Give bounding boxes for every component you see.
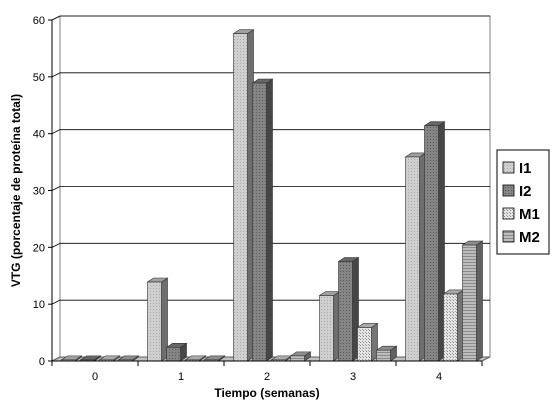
bar-M2-week-2 xyxy=(289,351,312,362)
x-tick-label: 1 xyxy=(178,371,184,383)
bar-I2-week-2 xyxy=(251,78,274,362)
legend-swatch-I2 xyxy=(502,184,515,197)
y-tick-label: 10 xyxy=(33,299,45,311)
bar-M1-week-4 xyxy=(442,289,465,362)
legend: I1 I2 M1 M2 xyxy=(496,149,550,255)
y-tick-label: 30 xyxy=(33,186,45,198)
bar-M1-week-1 xyxy=(184,355,207,362)
bar-M2-week-4 xyxy=(461,240,484,362)
y-tick-label: 50 xyxy=(33,72,45,84)
y-tick-label: 40 xyxy=(33,129,45,141)
gridline-side xyxy=(51,186,61,191)
legend-label-I1: I1 xyxy=(519,160,532,177)
y-tick-label: 20 xyxy=(33,242,45,254)
bar-M1-week-2 xyxy=(270,355,293,362)
bar-I2-week-1 xyxy=(165,342,188,362)
bar-I1-week-3 xyxy=(318,291,341,362)
bar-M1-week-0 xyxy=(98,355,121,362)
bar-I1-week-0 xyxy=(60,355,83,362)
bar-I2-week-0 xyxy=(79,355,102,362)
y-tick-label: 60 xyxy=(33,15,45,27)
legend-swatch-I1 xyxy=(502,161,515,174)
gridline-side xyxy=(51,15,61,21)
x-tick-label: 3 xyxy=(350,371,356,383)
x-axis-title: Tiempo (semanas) xyxy=(214,386,319,400)
x-tick-label: 4 xyxy=(436,371,442,383)
x-tick-label: 0 xyxy=(92,371,98,383)
bar-I2-week-3 xyxy=(337,256,360,362)
gridline-side xyxy=(51,299,61,305)
bar-I1-week-2 xyxy=(232,29,255,362)
x-tick-label: 2 xyxy=(264,371,270,383)
legend-label-I2: I2 xyxy=(519,183,532,200)
legend-label-M1: M1 xyxy=(519,206,540,223)
legend-swatch-M2 xyxy=(502,230,515,243)
y-axis-ticks: 0 10 20 30 40 50 60 xyxy=(33,15,53,368)
x-axis-ticks: 0 1 2 3 4 xyxy=(51,360,483,383)
bar-M2-week-0 xyxy=(117,355,140,362)
bar-M2-week-3 xyxy=(375,345,398,362)
gridline-side xyxy=(51,242,61,248)
legend-swatch-M1 xyxy=(502,207,515,220)
y-axis-title: VTG (porcentaje de proteína total) xyxy=(9,94,23,287)
gridline-side xyxy=(51,72,61,78)
bar-M1-week-3 xyxy=(356,322,379,362)
bars xyxy=(60,29,484,362)
gridline-side xyxy=(51,129,61,135)
legend-label-M2: M2 xyxy=(519,229,540,246)
y-tick-label: 0 xyxy=(39,356,45,368)
bar-I1-week-4 xyxy=(404,152,427,362)
bar-I2-week-4 xyxy=(423,121,446,362)
bar-I1-week-1 xyxy=(146,277,169,362)
